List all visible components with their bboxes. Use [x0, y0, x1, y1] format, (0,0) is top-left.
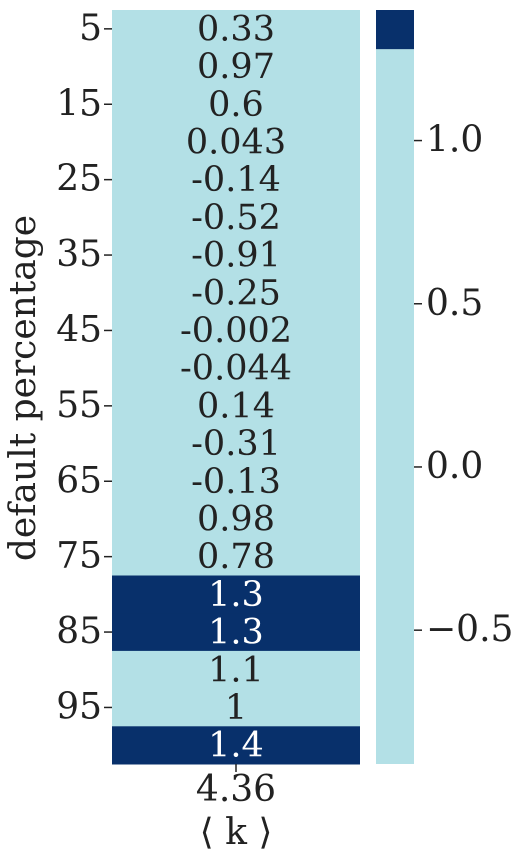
- cell-label: 1.1: [208, 650, 264, 690]
- heatmap-cell: [112, 500, 360, 539]
- cell-label: -0.044: [180, 349, 292, 389]
- heatmap-cell: [112, 311, 360, 350]
- cell-label: -0.25: [191, 273, 281, 313]
- cell-label: -0.002: [180, 311, 292, 351]
- heatmap-cell: [112, 537, 360, 576]
- colorbar-tick-label: 0.0: [426, 446, 483, 487]
- y-tick-label: 5: [79, 8, 102, 49]
- colorbar-tick-label: 0.5: [426, 283, 483, 324]
- y-tick-label: 95: [56, 686, 102, 727]
- heatmap-cell: [112, 47, 360, 86]
- cell-label: 0.78: [197, 537, 275, 577]
- heatmap-cell: [112, 650, 360, 690]
- x-tick-label: 4.36: [196, 769, 276, 810]
- x-axis-label: ⟨ k ⟩: [200, 812, 273, 853]
- heatmap-cell: [112, 85, 360, 124]
- colorbar-tick-label: −0.5: [426, 609, 513, 650]
- heatmap-cell: [112, 123, 360, 162]
- y-tick-label: 65: [56, 460, 102, 501]
- heatmap-cell: [112, 349, 360, 388]
- colorbar-tick-label: 1.0: [426, 120, 483, 161]
- cell-label: 0.043: [186, 122, 286, 162]
- y-tick-label: 55: [56, 385, 102, 426]
- heatmap-cell: [112, 575, 360, 614]
- colorbar-band: [376, 10, 414, 50]
- heatmap-cell: [112, 198, 360, 237]
- heatmap-cell: [112, 160, 360, 199]
- cell-label: 1.3: [208, 613, 264, 653]
- y-axis-label: default percentage: [3, 215, 44, 561]
- colorbar-band: [376, 49, 414, 765]
- heatmap-cell: [112, 387, 360, 426]
- cell-label: -0.13: [191, 462, 281, 502]
- cell-label: 1.4: [208, 726, 264, 766]
- cell-label: 0.6: [208, 85, 264, 125]
- cell-label: -0.31: [191, 424, 281, 464]
- cell-label: -0.52: [191, 198, 281, 238]
- y-tick-label: 25: [56, 159, 102, 200]
- y-tick-label: 45: [56, 309, 102, 350]
- heatmap-cell: [112, 462, 360, 501]
- y-tick-label: 85: [56, 611, 102, 652]
- heatmap-cell: [112, 424, 360, 463]
- heatmap-cell: [112, 236, 360, 275]
- y-tick-label: 75: [56, 536, 102, 577]
- cell-label: 0.33: [197, 9, 275, 49]
- heatmap-cell: [112, 613, 360, 652]
- heatmap-cell: [112, 10, 360, 49]
- cell-label: 1.3: [208, 575, 264, 615]
- cell-label: 0.14: [197, 386, 275, 426]
- cell-label: -0.91: [191, 236, 281, 276]
- heatmap-cell: [112, 726, 360, 765]
- heatmap-cell: [112, 688, 360, 727]
- heatmap-cell: [112, 273, 360, 313]
- y-tick-label: 35: [56, 234, 102, 275]
- cell-label: 0.97: [197, 47, 275, 87]
- cell-label: 0.98: [197, 499, 275, 539]
- cell-label: -0.14: [191, 160, 281, 200]
- cell-label: 1: [225, 688, 247, 728]
- y-tick-label: 15: [56, 83, 102, 124]
